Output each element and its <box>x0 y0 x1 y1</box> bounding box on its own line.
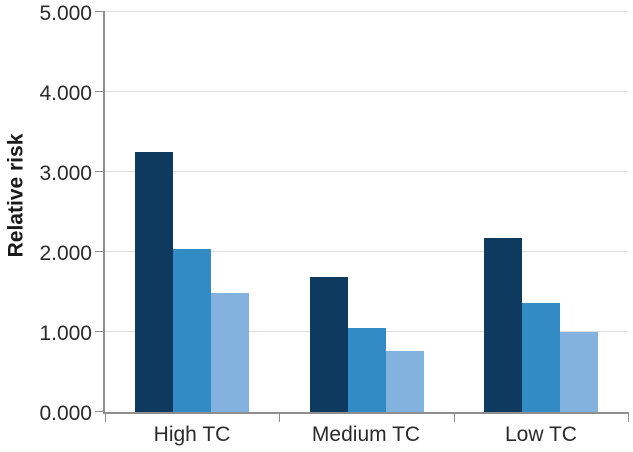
y-tick-label: 2.000 <box>39 242 92 265</box>
y-axis-tick <box>95 91 105 92</box>
bar-high-tc-dark-navy-series <box>135 152 173 412</box>
x-tick-label: Low TC <box>505 423 577 446</box>
y-axis-tick <box>95 411 105 412</box>
gridline <box>105 91 628 92</box>
y-tick-label: 4.000 <box>39 82 92 105</box>
x-axis-tick <box>279 412 280 422</box>
gridline <box>105 11 628 12</box>
y-axis-title: Relative risk <box>4 133 28 258</box>
gridline <box>105 251 628 252</box>
y-tick-label: 1.000 <box>39 322 92 345</box>
x-tick-label: High TC <box>153 423 231 446</box>
x-axis-tick <box>454 412 455 422</box>
bar-high-tc-light-blue-series <box>211 293 249 412</box>
bar-medium-tc-dark-navy-series <box>310 277 348 412</box>
y-axis-line <box>103 12 105 412</box>
x-axis-tick <box>105 412 106 422</box>
y-axis-tick <box>95 251 105 252</box>
y-axis-tick <box>95 331 105 332</box>
x-axis-tick <box>628 412 629 422</box>
bar-medium-tc-medium-blue-series <box>348 328 386 412</box>
y-axis-tick <box>95 11 105 12</box>
x-axis-line <box>103 412 628 414</box>
gridline <box>105 171 628 172</box>
bar-low-tc-medium-blue-series <box>522 303 560 412</box>
x-tick-label: Medium TC <box>311 423 421 446</box>
y-tick-label: 5.000 <box>39 2 92 25</box>
bar-medium-tc-light-blue-series <box>386 351 424 412</box>
bar-low-tc-dark-navy-series <box>484 238 522 412</box>
bar-low-tc-light-blue-series <box>560 332 598 412</box>
y-tick-label: 0.000 <box>39 402 92 425</box>
y-axis-tick <box>95 171 105 172</box>
y-tick-label: 3.000 <box>39 162 92 185</box>
bar-high-tc-medium-blue-series <box>173 249 211 412</box>
